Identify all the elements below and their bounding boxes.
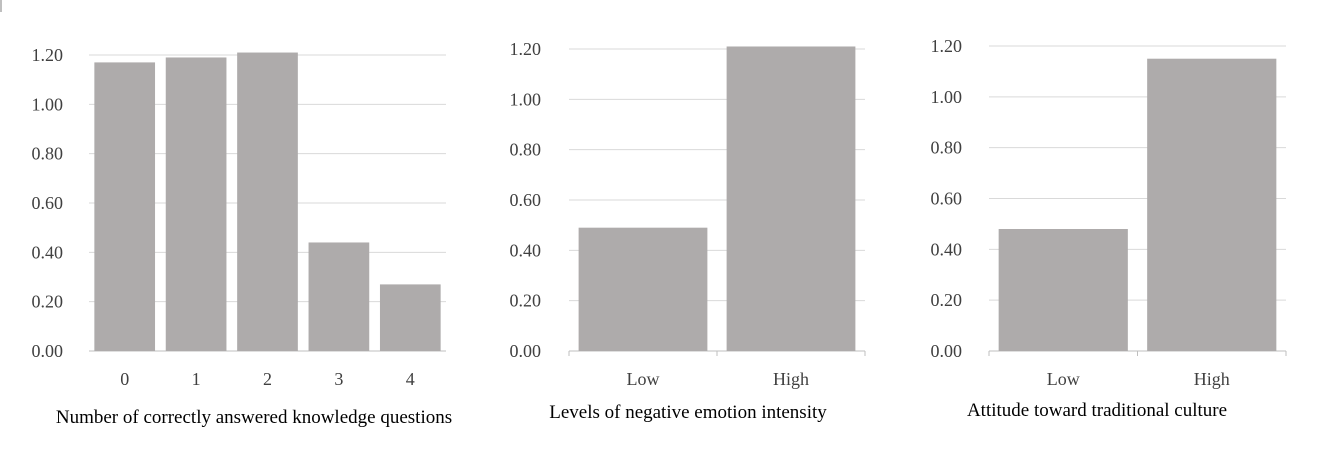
chart-panel-emotion: 0.00 0.20 0.40 0.60 0.80 1.00 1.20 Low High Level… [470,0,890,456]
corner-mark [0,0,2,12]
x-axis-title: Number of correctly answered knowledge q… [56,407,452,428]
bar-1 [165,57,227,351]
x-tick-label: 2 [263,369,272,389]
y-tick-label: 1.20 [32,45,64,65]
x-tick-label: 0 [120,369,129,389]
bar-3 [308,242,370,351]
knowledge-bar-chart: 0.00 0.20 0.40 0.60 0.80 1.00 1.20 0 1 2 3 4 Number … [32,45,453,428]
y-tick-label: 0.60 [931,189,963,209]
x-tick-label: Low [627,369,660,389]
x-axis-title: Levels of negative emotion intensity [549,402,827,423]
bar-low [998,229,1128,351]
y-tick-label: 0.20 [510,291,542,311]
y-tick-label: 0.60 [510,190,542,210]
culture-bar-chart: 0.00 0.20 0.40 0.60 0.80 1.00 1.20 Low High Attit… [931,36,1287,421]
y-tick-label: 0.40 [931,239,963,259]
x-tick-label: 4 [406,369,415,389]
chart-panel-knowledge: 0.00 0.20 0.40 0.60 0.80 1.00 1.20 0 1 2 3 4 Number … [0,0,470,456]
y-tick-label: 0.80 [32,144,64,164]
x-tick-label: 3 [334,369,343,389]
y-tick-label: 0.60 [32,193,64,213]
y-tick-label: 0.00 [32,341,64,361]
x-tick-label: High [773,369,809,389]
x-axis-title: Attitude toward traditional culture [967,400,1227,421]
y-tick-label: 1.00 [510,89,542,109]
bar-high [1147,58,1277,351]
y-tick-label: 1.20 [931,36,963,56]
chart-panel-culture: 0.00 0.20 0.40 0.60 0.80 1.00 1.20 Low High Attit… [890,0,1336,456]
bar-0 [94,62,156,352]
y-tick-label: 0.80 [931,138,963,158]
y-tick-label: 0.00 [931,341,963,361]
bar-low [578,227,708,351]
y-tick-label: 1.00 [931,87,963,107]
x-tick-label: Low [1047,369,1080,389]
y-tick-label: 0.00 [510,341,542,361]
bar-4 [379,284,441,351]
x-tick-label: 1 [192,369,201,389]
y-tick-label: 0.40 [32,242,64,262]
y-tick-label: 0.20 [931,290,963,310]
y-tick-label: 0.40 [510,240,542,260]
y-tick-label: 1.00 [32,94,64,114]
emotion-bar-chart: 0.00 0.20 0.40 0.60 0.80 1.00 1.20 Low High Level… [510,39,866,423]
bar-2 [237,52,298,352]
y-tick-label: 0.20 [32,292,64,312]
y-tick-label: 0.80 [510,140,542,160]
x-tick-label: High [1194,369,1230,389]
bar-high [726,46,856,351]
y-tick-label: 1.20 [510,39,542,59]
